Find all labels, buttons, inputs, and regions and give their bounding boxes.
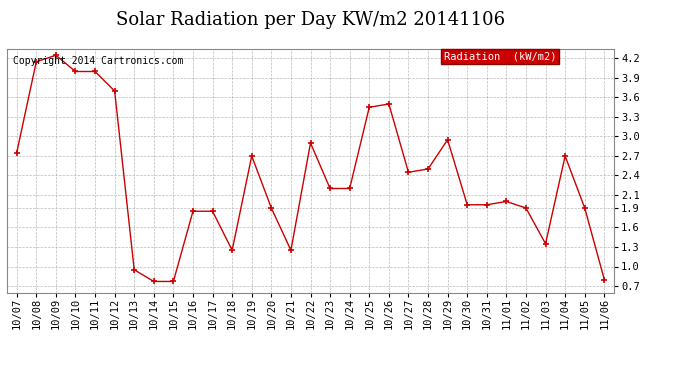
Text: Copyright 2014 Cartronics.com: Copyright 2014 Cartronics.com [13, 56, 184, 66]
Text: Solar Radiation per Day KW/m2 20141106: Solar Radiation per Day KW/m2 20141106 [116, 11, 505, 29]
Text: Radiation  (kW/m2): Radiation (kW/m2) [444, 51, 557, 61]
